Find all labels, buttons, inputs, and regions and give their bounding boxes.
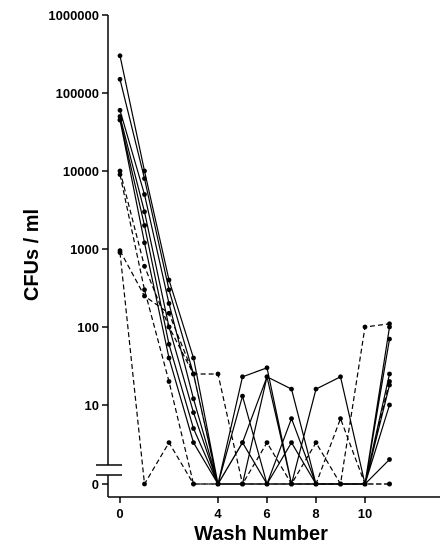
data-point (215, 481, 221, 487)
data-point (240, 481, 245, 487)
data-point (166, 355, 172, 361)
data-point (240, 440, 245, 445)
y-tick-label: 100 (77, 320, 99, 335)
data-point (264, 365, 270, 371)
data-point (142, 481, 147, 487)
y-tick-label: 10 (85, 398, 99, 413)
data-point (166, 379, 172, 384)
data-point (166, 341, 172, 347)
x-tick-label: 0 (116, 506, 123, 521)
data-point (338, 374, 343, 380)
data-point (117, 107, 123, 113)
y-tick-label: 1000000 (48, 8, 99, 23)
y-tick-label-zero: 0 (92, 477, 99, 492)
data-point (387, 371, 392, 377)
data-point (387, 402, 392, 408)
data-point (191, 410, 196, 415)
x-tick-label: 6 (263, 506, 270, 521)
data-point (387, 379, 392, 384)
data-point (240, 374, 245, 380)
data-point (289, 416, 294, 421)
data-point (117, 76, 123, 82)
data-point (289, 440, 294, 445)
data-point (264, 374, 270, 380)
series-line (119, 174, 391, 487)
data-point (117, 117, 123, 123)
data-point (362, 481, 368, 487)
data-point (166, 277, 172, 283)
x-axis-title: Wash Number (194, 523, 328, 545)
data-point (215, 371, 221, 377)
data-point (142, 176, 147, 182)
data-point (191, 481, 196, 487)
data-point (166, 301, 172, 306)
data-point (166, 324, 172, 330)
data-point (338, 416, 343, 421)
series-line (119, 55, 391, 486)
data-point (191, 440, 196, 445)
data-point (240, 393, 245, 399)
data-point (166, 287, 172, 293)
x-tick-label: 8 (312, 506, 319, 521)
data-point (387, 481, 392, 487)
data-point (117, 114, 123, 119)
y-tick-label: 10000 (63, 164, 99, 179)
data-point (142, 287, 147, 293)
data-point (387, 336, 392, 342)
axes (96, 15, 440, 498)
x-tick-label: 10 (358, 506, 372, 521)
data-point (117, 250, 123, 256)
series-line (119, 170, 390, 485)
data-point (117, 172, 123, 178)
y-tick-label: 100000 (56, 86, 99, 101)
data-point (313, 440, 319, 445)
data-point (166, 310, 172, 316)
y-axis-title: CFUs / ml (21, 209, 43, 301)
data-point (142, 192, 147, 197)
x-ticks: 0 4 6 8 10 (116, 497, 372, 521)
series-line (119, 250, 390, 486)
data-point (191, 396, 196, 402)
data-point (289, 386, 294, 392)
series-10 (117, 250, 392, 487)
data-point (191, 426, 196, 431)
data-point (142, 209, 147, 215)
data-point (191, 371, 196, 377)
data-point (117, 168, 123, 174)
data-point (166, 440, 172, 445)
data-point (387, 321, 392, 327)
y-ticks: 10 100 1000 10000 100000 1000000 0 (48, 8, 108, 492)
data-point (338, 481, 343, 487)
data-point (289, 481, 294, 487)
data-point (142, 240, 147, 246)
data-point (387, 457, 392, 462)
y-tick-label: 1000 (70, 242, 99, 257)
series-line (119, 252, 390, 486)
data-point (117, 53, 123, 59)
series-line (119, 79, 391, 485)
data-point (313, 386, 319, 392)
data-point (264, 440, 270, 445)
data-point (362, 324, 368, 330)
data-point (313, 481, 319, 487)
data-point (264, 481, 270, 487)
data-point (191, 355, 196, 361)
series-8 (117, 248, 392, 487)
series-group (117, 53, 392, 487)
data-point (142, 263, 147, 269)
x-tick-label: 4 (214, 506, 222, 521)
data-point (142, 223, 147, 228)
